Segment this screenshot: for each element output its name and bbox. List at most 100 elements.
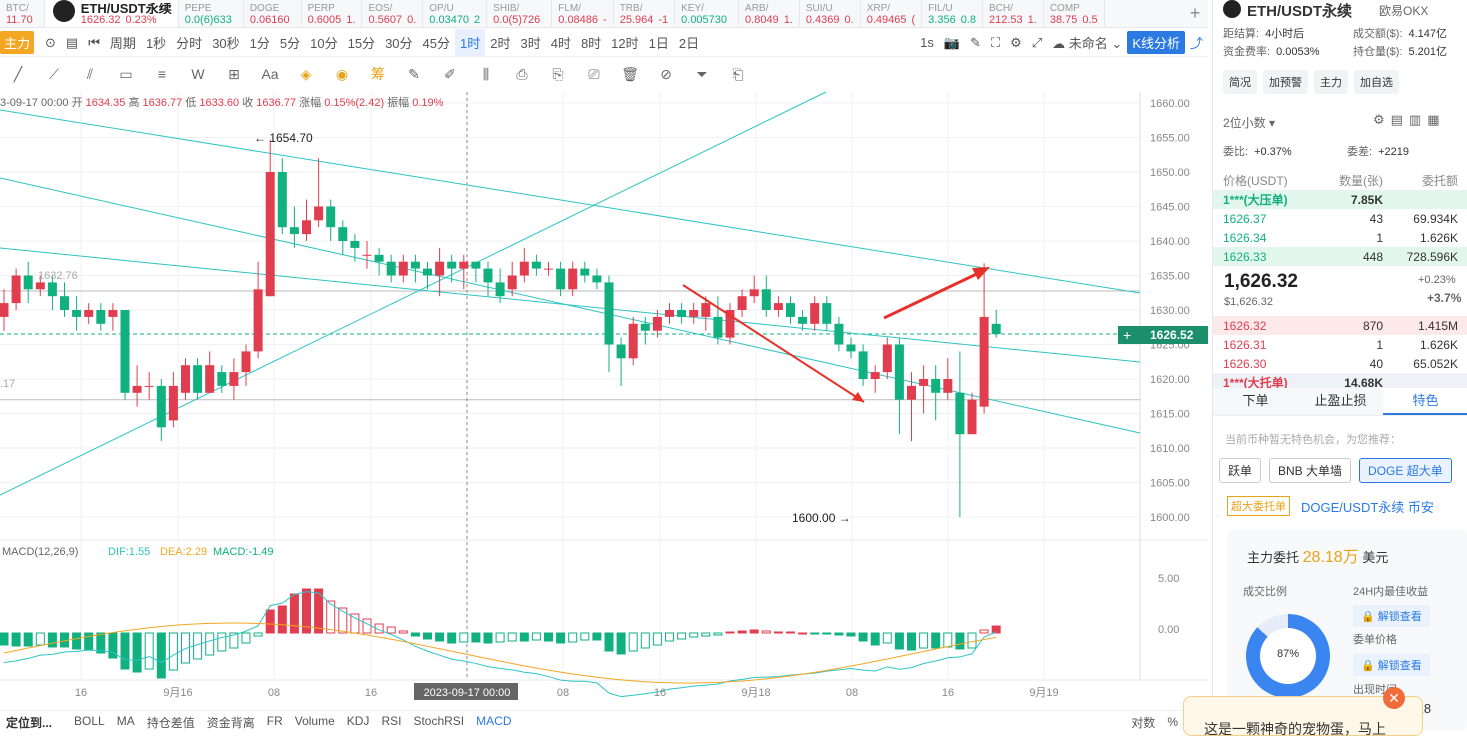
collapse-icon[interactable]: ⏮ <box>88 34 100 50</box>
period-10[interactable]: 1时 <box>455 29 486 56</box>
indicator-持仓差值[interactable]: 持仓差值 <box>146 715 195 730</box>
camera-icon[interactable]: 📷 <box>943 34 961 50</box>
period-13[interactable]: 4时 <box>550 36 571 51</box>
symbol-tab[interactable]: KEY/0.005730 <box>675 0 740 27</box>
draw-tool-icon[interactable]: ⟋ <box>49 65 59 82</box>
symbol-tab[interactable]: XRP/0.49465( <box>861 0 923 27</box>
period-9[interactable]: 45分 <box>422 36 450 51</box>
draw-tool-icon[interactable]: ⊞ <box>228 65 240 82</box>
draw-tool-icon[interactable]: ⫽ <box>86 65 94 82</box>
indicator-stochrsi[interactable]: StochRSI <box>413 713 465 728</box>
period-14[interactable]: 8时 <box>580 36 602 51</box>
order-tab[interactable]: 特色 <box>1383 388 1467 415</box>
locate-button[interactable]: 定位到... <box>6 715 53 730</box>
draw-tool-icon[interactable]: ⊘ <box>660 65 672 82</box>
period-4[interactable]: 1分 <box>249 36 270 51</box>
exchange-name[interactable]: 欧易OKX <box>1379 4 1429 18</box>
indicator-kdj[interactable]: KDJ <box>346 713 370 728</box>
pressure-row[interactable]: 1***(大压单) 7.85K <box>1213 190 1467 209</box>
account-select[interactable]: ☁ 未命名 ⌄ <box>1052 36 1123 51</box>
indicator-ma[interactable]: MA <box>116 713 135 728</box>
quick-button[interactable]: 主力 <box>1314 70 1348 94</box>
quick-button[interactable]: 简况 <box>1223 70 1257 94</box>
orderbook-row[interactable]: 1626.31 1 1.626K <box>1223 337 1458 352</box>
recommend-pair[interactable]: DOGE/USDT永续 币安 <box>1301 500 1434 515</box>
period-3[interactable]: 30秒 <box>212 36 240 51</box>
draw-tool-icon[interactable]: ╱ <box>13 65 23 82</box>
period-8[interactable]: 30分 <box>385 36 413 51</box>
period-5[interactable]: 5分 <box>279 36 301 51</box>
period-11[interactable]: 2时 <box>490 36 511 51</box>
fullscreen-icon[interactable]: ⤢ <box>1031 34 1043 50</box>
kline-analysis-button[interactable]: K线分析 <box>1127 31 1185 54</box>
decimals-select[interactable]: 2位小数 ▾ <box>1223 116 1276 130</box>
indicator-资金背离[interactable]: 资金背离 <box>206 715 255 730</box>
period-17[interactable]: 2日 <box>678 36 700 51</box>
period-2[interactable]: 分时 <box>176 36 203 51</box>
recommend-chip[interactable]: BNB 大单墙 <box>1269 458 1352 483</box>
layout-icon[interactable]: ▤ <box>65 34 79 50</box>
draw-tool-icon[interactable]: ◉ <box>335 65 349 82</box>
symbol-tab[interactable]: PEPE 0.0(6)633 <box>179 0 244 27</box>
symbol-tab[interactable]: SHIB/0.0(5)726 <box>487 0 553 27</box>
draw-tool-icon[interactable]: ⏷ <box>696 65 708 82</box>
draw-tool-icon[interactable]: ⎙ <box>516 65 528 82</box>
symbol-tab[interactable]: SUI/U 0.4369 0. <box>800 0 861 27</box>
symbol-tab[interactable]: FIL/U 3.356 0.8 <box>922 0 983 27</box>
period-1[interactable]: 1秒 <box>145 36 167 51</box>
settings-gear-icon[interactable]: ⚙ <box>1010 34 1022 50</box>
period-12[interactable]: 3时 <box>520 36 541 51</box>
symbol-tab[interactable]: EOS/0.5607 0. <box>362 0 424 27</box>
indicator-boll[interactable]: BOLL <box>74 713 105 728</box>
symbol-tab[interactable]: ARB/0.8049 1. <box>739 0 800 27</box>
draw-tool-icon[interactable]: Aa <box>261 66 279 82</box>
draw-tool-icon[interactable]: ⎚ <box>588 65 600 82</box>
pen-icon[interactable]: ✎ <box>970 34 981 50</box>
period-16[interactable]: 1日 <box>648 36 669 51</box>
symbol-tab[interactable]: PERP 0.6005 1. <box>302 0 363 27</box>
draw-tool-icon[interactable]: ⎗ <box>732 65 744 82</box>
close-icon[interactable]: ✕ <box>1383 687 1405 709</box>
order-tab[interactable]: 下单 <box>1213 388 1298 415</box>
draw-tool-icon[interactable]: ✎ <box>408 65 420 82</box>
add-tab-button[interactable]: + <box>1189 3 1201 23</box>
symbol-tab[interactable]: FLM/0.08486- <box>552 0 614 27</box>
unlock-button[interactable]: 🔒 解锁查看 <box>1353 605 1430 627</box>
main-force-button[interactable]: 主力 <box>0 31 35 54</box>
share-icon[interactable]: ⤴ <box>1189 36 1203 51</box>
orderbook-row[interactable]: 1626.34 1 1.626K <box>1223 230 1458 245</box>
support-row[interactable]: 1***(大托单) 14.68K <box>1213 373 1467 392</box>
indicator-volume[interactable]: Volume <box>294 713 335 728</box>
symbol-tab[interactable]: BTC/11.70 <box>0 0 45 27</box>
unlock-button-2[interactable]: 🔒 解锁查看 <box>1353 654 1430 676</box>
draw-tool-icon[interactable]: W <box>191 66 205 82</box>
draw-tool-icon[interactable]: ≡ <box>157 66 167 82</box>
symbol-tab[interactable]: DOGE 0.06160 <box>244 0 302 27</box>
indicator-fr[interactable]: FR <box>266 713 283 728</box>
draw-tool-icon[interactable]: ◈ <box>300 65 312 82</box>
draw-tool-icon[interactable]: ⫼ <box>482 65 490 82</box>
period-15[interactable]: 12时 <box>611 36 639 51</box>
draw-tool-icon[interactable]: ✐ <box>444 65 456 82</box>
period-0[interactable]: 周期 <box>109 36 136 51</box>
symbol-tab[interactable]: COMP 38.75 0.5 <box>1044 0 1105 27</box>
log-toggle[interactable]: 对数 <box>1131 715 1156 730</box>
symbol-tab[interactable]: ETH/USDT永续 1626.32 0.23% <box>44 0 179 27</box>
orderbook-row[interactable]: 1626.37 43 69.934K <box>1223 211 1458 226</box>
orderbook-row[interactable]: 1626.30 40 65.052K <box>1223 356 1458 371</box>
quick-button[interactable]: 加预警 <box>1263 70 1308 94</box>
symbol-tab[interactable]: BCH/212.53 1. <box>983 0 1044 27</box>
draw-tool-icon[interactable]: 筹 <box>371 66 385 82</box>
draw-tool-icon[interactable]: ⎘ <box>552 65 564 82</box>
symbol-tab[interactable]: OP/U 0.03470 2 <box>423 0 488 27</box>
orderbook-row[interactable]: 1626.32 870 1.415M <box>1213 316 1467 335</box>
symbol-tab[interactable]: TRB/25.964 -1 <box>614 0 676 27</box>
period-6[interactable]: 10分 <box>310 36 338 51</box>
percent-toggle[interactable]: % <box>1167 715 1178 729</box>
indicator-rsi[interactable]: RSI <box>381 713 402 728</box>
order-tab[interactable]: 止盈止损 <box>1298 388 1383 415</box>
period-7[interactable]: 15分 <box>347 36 376 51</box>
recommend-chip[interactable]: 跃单 <box>1219 458 1262 483</box>
quick-button[interactable]: 加自选 <box>1354 70 1399 94</box>
sec-button[interactable]: 1s <box>920 35 934 50</box>
